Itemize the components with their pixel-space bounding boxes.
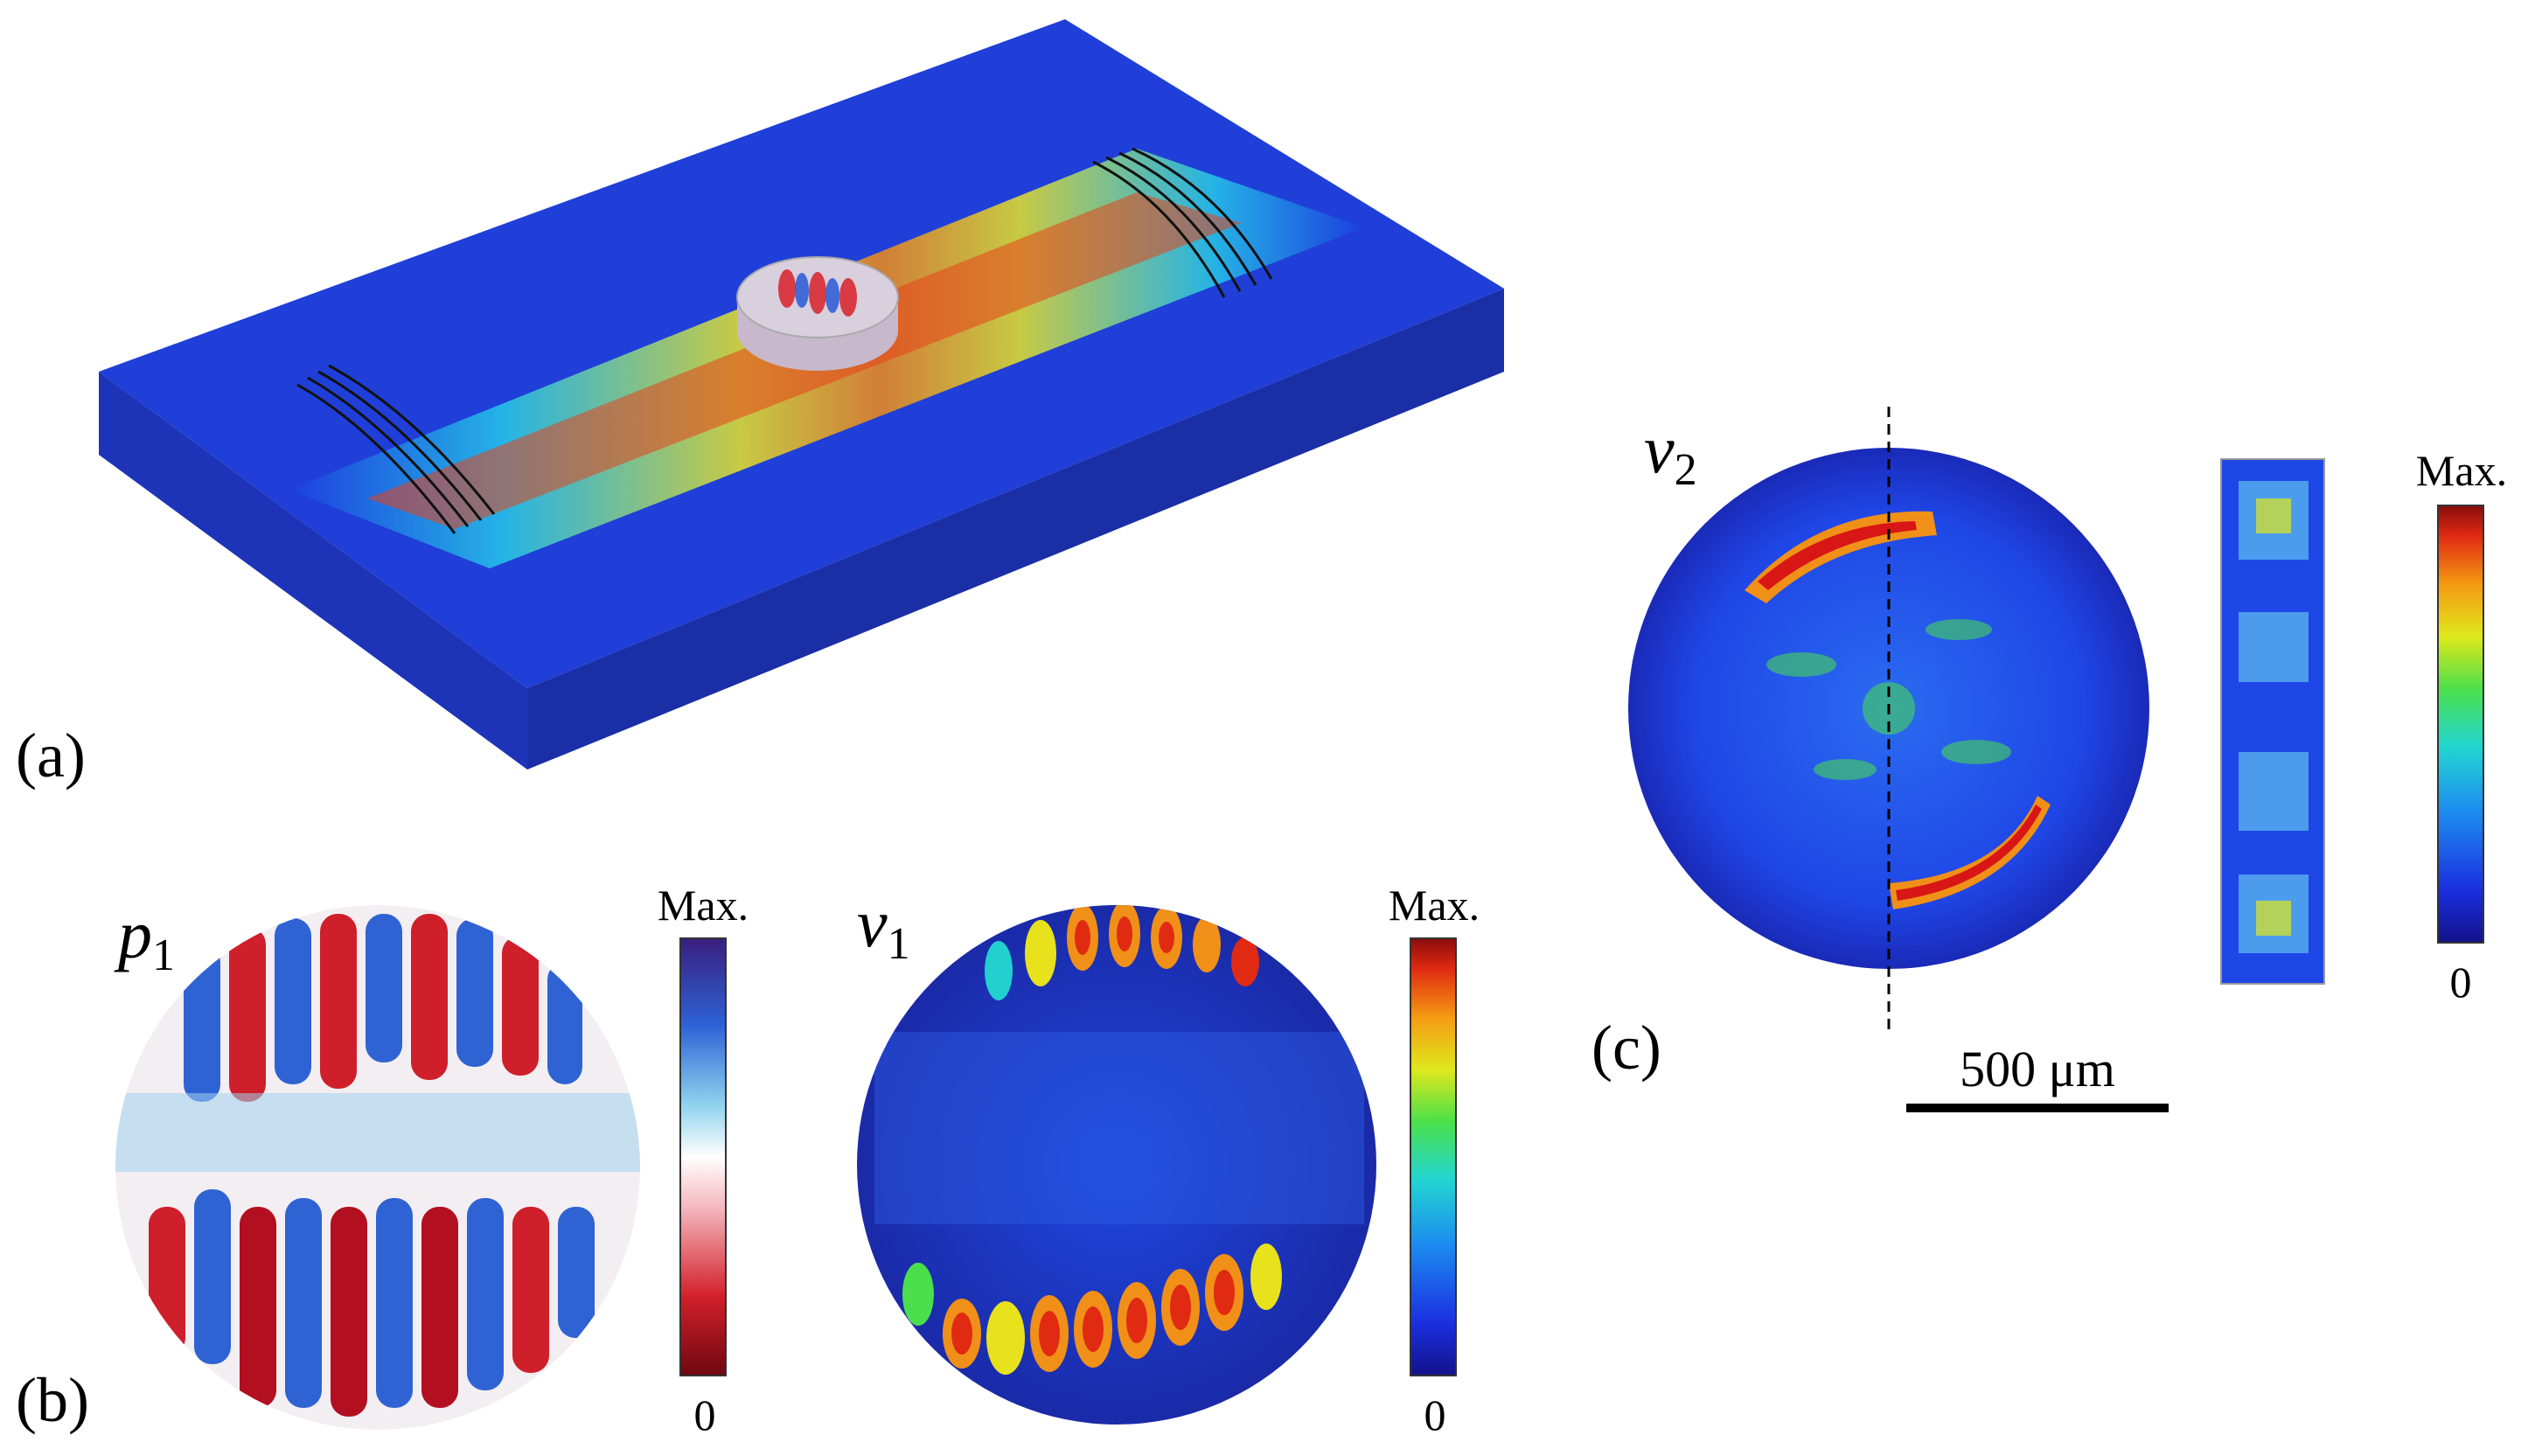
p1-colorbar-min-label: 0 (694, 1390, 716, 1439)
v1-hotspots-top (985, 905, 1259, 1000)
v2-colorbar-min-label: 0 (2450, 958, 2472, 1007)
v2-colorbar: Max. 0 (2416, 446, 2507, 1007)
p1-stripes-top (184, 914, 582, 1102)
transducer-arcs-left (296, 364, 496, 534)
panel-a-slab (99, 19, 1504, 770)
transducer-arcs-right (1092, 147, 1273, 298)
v2-cross-section (2220, 458, 2325, 985)
panel-label-c: (c) (1591, 1013, 1661, 1083)
slab-front-face (99, 372, 527, 770)
v1-hotspots-bottom (902, 1244, 1282, 1375)
v1-disk (857, 905, 1376, 1425)
scale-bar-line (1906, 1104, 2169, 1112)
central-disk (736, 256, 899, 371)
v2-label: v2 (1644, 411, 1697, 495)
v1-colorbar: Max. 0 (1389, 881, 1480, 1439)
slab-side-face (527, 289, 1504, 770)
v2-colorbar-max-label: Max. (2416, 446, 2507, 495)
v2-disk (1628, 407, 2149, 1032)
panel-label-a: (a) (16, 721, 86, 791)
p1-colorbar: Max. 0 (658, 881, 749, 1439)
v1-colorbar-min-label: 0 (1424, 1390, 1446, 1439)
p1-colorbar-max-label: Max. (658, 881, 749, 930)
scale-bar: 500 μm (1906, 1041, 2169, 1112)
panel-label-b: (b) (16, 1365, 89, 1435)
p1-disk (115, 905, 640, 1430)
p1-label: p1 (114, 896, 175, 980)
v2-hotspot-lower (1889, 796, 2051, 909)
v1-label: v1 (857, 885, 910, 969)
v1-colorbar-max-label: Max. (1389, 881, 1480, 930)
scale-bar-label: 500 μm (1960, 1041, 2115, 1097)
p1-stripes-bottom (149, 1189, 595, 1417)
